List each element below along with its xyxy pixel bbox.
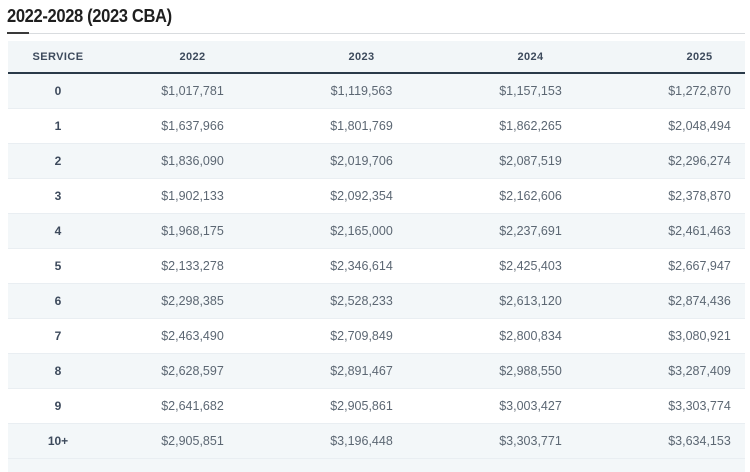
header-cell-year: 2024 [446, 41, 615, 74]
salary-cell: $1,862,265 [446, 108, 615, 144]
service-cell: 4 [8, 213, 108, 249]
salary-cell: $1,157,153 [446, 73, 615, 109]
salary-cell: $1,272,870 [615, 73, 745, 109]
table-row: 4 $1,968,175 $2,165,000 $2,237,691 $2,461,46… [8, 213, 745, 249]
salary-cell: $1,119,563 [277, 73, 446, 109]
table-header: SERVICE 2022 2023 2024 2025 [8, 41, 745, 74]
salary-cell: $2,800,834 [446, 318, 615, 354]
salary-cell: $1,902,133 [108, 178, 277, 214]
salary-cell: $2,988,550 [446, 353, 615, 389]
title-divider-accent [7, 32, 29, 34]
salary-cell: $1,637,966 [108, 108, 277, 144]
salary-cell: $1,017,781 [108, 73, 277, 109]
salary-cell: $2,019,706 [277, 143, 446, 179]
salary-cell: $2,709,849 [277, 318, 446, 354]
title-divider [7, 32, 745, 34]
salary-cell: $2,296,274 [615, 143, 745, 179]
salary-cell: $2,463,490 [108, 318, 277, 354]
table-row: 6 $2,298,385 $2,528,233 $2,613,120 $2,874,43… [8, 283, 745, 319]
salary-cell: $2,092,354 [277, 178, 446, 214]
table-row: 1 $1,637,966 $1,801,769 $1,862,265 $2,048,49… [8, 108, 745, 144]
salary-cell: $2,237,691 [446, 213, 615, 249]
salary-cell: $2,378,870 [615, 178, 745, 214]
table-body: 0 $1,017,781 $1,119,563 $1,157,153 $1,272,87… [8, 73, 745, 459]
header-cell-year: 2025 [615, 41, 745, 74]
salary-cell: $1,968,175 [108, 213, 277, 249]
service-cell: 0 [8, 73, 108, 109]
service-cell: 8 [8, 353, 108, 389]
salary-cell: $3,303,771 [446, 423, 615, 459]
table-row: 8 $2,628,597 $2,891,467 $2,988,550 $3,287,40… [8, 353, 745, 389]
service-cell: 7 [8, 318, 108, 354]
table-row: 2 $1,836,090 $2,019,706 $2,087,519 $2,296,27… [8, 143, 745, 179]
salary-cell: $2,905,861 [277, 388, 446, 424]
salary-cell: $2,425,403 [446, 248, 615, 284]
salary-cell: $2,165,000 [277, 213, 446, 249]
salary-cell: $2,874,436 [615, 283, 745, 319]
salary-table-wrapper: SERVICE 2022 2023 2024 2025 0 $1,017,781 $1,11… [8, 41, 745, 472]
salary-cell: $2,461,463 [615, 213, 745, 249]
salary-cell: $3,634,153 [615, 423, 745, 459]
service-cell: 5 [8, 248, 108, 284]
salary-cell: $2,133,278 [108, 248, 277, 284]
header-cell-year: 2022 [108, 41, 277, 74]
service-cell: 9 [8, 388, 108, 424]
salary-table: SERVICE 2022 2023 2024 2025 0 $1,017,781 $1,11… [8, 41, 745, 459]
service-cell: 10+ [8, 423, 108, 459]
service-cell: 3 [8, 178, 108, 214]
salary-cell: $2,528,233 [277, 283, 446, 319]
salary-cell: $3,287,409 [615, 353, 745, 389]
table-row: 0 $1,017,781 $1,119,563 $1,157,153 $1,272,87… [8, 73, 745, 109]
table-row: 7 $2,463,490 $2,709,849 $2,800,834 $3,080,92… [8, 318, 745, 354]
salary-cell: $2,905,851 [108, 423, 277, 459]
salary-cell: $3,003,427 [446, 388, 615, 424]
header-cell-year: 2023 [277, 41, 446, 74]
salary-cell: $2,162,606 [446, 178, 615, 214]
salary-cell: $2,048,494 [615, 108, 745, 144]
table-header-row: SERVICE 2022 2023 2024 2025 [8, 41, 745, 74]
service-cell: 1 [8, 108, 108, 144]
salary-cell: $2,298,385 [108, 283, 277, 319]
salary-cell: $2,891,467 [277, 353, 446, 389]
salary-cell: $3,303,774 [615, 388, 745, 424]
salary-cell: $3,196,448 [277, 423, 446, 459]
salary-cell: $1,801,769 [277, 108, 446, 144]
salary-cell: $2,641,682 [108, 388, 277, 424]
service-cell: 2 [8, 143, 108, 179]
salary-cell: $2,087,519 [446, 143, 615, 179]
salary-cell: $2,346,614 [277, 248, 446, 284]
table-row: 10+ $2,905,851 $3,196,448 $3,303,771 $3,634,… [8, 423, 745, 459]
next-row-partial [8, 458, 745, 472]
salary-cell: $1,836,090 [108, 143, 277, 179]
salary-cell: $3,080,921 [615, 318, 745, 354]
service-cell: 6 [8, 283, 108, 319]
table-row: 5 $2,133,278 $2,346,614 $2,425,403 $2,667,94… [8, 248, 745, 284]
header-cell-service: SERVICE [8, 41, 108, 74]
page-title: 2022-2028 (2023 CBA) [7, 6, 172, 26]
salary-cell: $2,628,597 [108, 353, 277, 389]
table-row: 9 $2,641,682 $2,905,861 $3,003,427 $3,303,77… [8, 388, 745, 424]
table-row: 3 $1,902,133 $2,092,354 $2,162,606 $2,378,87… [8, 178, 745, 214]
salary-cell: $2,613,120 [446, 283, 615, 319]
salary-cell: $2,667,947 [615, 248, 745, 284]
